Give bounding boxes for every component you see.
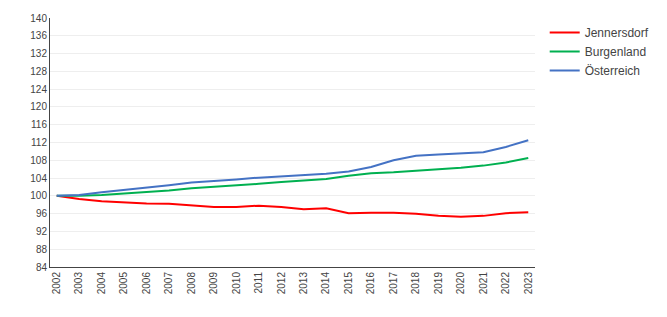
svg-text:2010: 2010 <box>231 272 242 295</box>
svg-text:92: 92 <box>36 226 48 237</box>
svg-text:84: 84 <box>36 262 48 273</box>
svg-text:108: 108 <box>30 155 47 166</box>
svg-text:2011: 2011 <box>253 272 264 294</box>
svg-text:2018: 2018 <box>410 272 421 295</box>
svg-text:Jennersdorf: Jennersdorf <box>585 26 649 40</box>
svg-text:2013: 2013 <box>298 272 309 295</box>
svg-text:2008: 2008 <box>186 272 197 295</box>
svg-text:136: 136 <box>30 30 47 41</box>
svg-text:2017: 2017 <box>388 272 399 295</box>
svg-text:96: 96 <box>36 208 48 219</box>
svg-text:2012: 2012 <box>276 272 287 295</box>
svg-text:Burgenland: Burgenland <box>585 45 646 59</box>
svg-text:104: 104 <box>30 173 47 184</box>
svg-text:2016: 2016 <box>365 272 376 295</box>
svg-text:2014: 2014 <box>320 272 331 295</box>
svg-text:2019: 2019 <box>433 272 444 295</box>
svg-text:120: 120 <box>30 101 47 112</box>
svg-text:2007: 2007 <box>163 272 174 295</box>
svg-text:112: 112 <box>31 137 47 148</box>
svg-text:2002: 2002 <box>51 272 62 295</box>
svg-text:2004: 2004 <box>96 272 107 295</box>
svg-text:2003: 2003 <box>73 272 84 295</box>
svg-text:88: 88 <box>36 244 48 255</box>
svg-text:124: 124 <box>30 84 47 95</box>
svg-text:2022: 2022 <box>500 272 511 295</box>
svg-text:2006: 2006 <box>141 272 152 295</box>
svg-text:2005: 2005 <box>118 272 129 295</box>
svg-text:2009: 2009 <box>208 272 219 295</box>
svg-text:2021: 2021 <box>478 272 489 295</box>
svg-text:2020: 2020 <box>455 272 466 295</box>
svg-text:128: 128 <box>30 66 47 77</box>
svg-text:132: 132 <box>30 48 47 59</box>
svg-text:Österreich: Österreich <box>585 64 640 78</box>
svg-text:100: 100 <box>30 190 47 201</box>
svg-text:2015: 2015 <box>343 272 354 295</box>
svg-text:116: 116 <box>31 119 47 130</box>
svg-text:140: 140 <box>30 13 47 24</box>
svg-text:2023: 2023 <box>523 272 534 295</box>
